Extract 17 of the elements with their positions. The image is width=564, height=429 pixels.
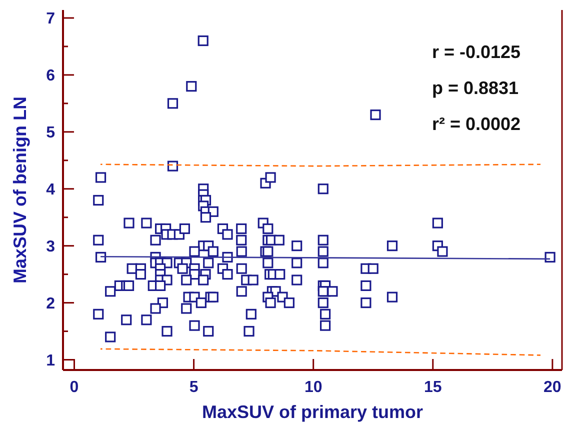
x-tick-label: 5 bbox=[189, 379, 198, 396]
y-tick-label: 1 bbox=[46, 352, 56, 370]
annotation: p = 0.8831 bbox=[432, 78, 519, 98]
y-tick-label: 6 bbox=[46, 68, 56, 85]
x-axis-title: MaxSUV of primary tumor bbox=[202, 402, 424, 422]
x-tick-label: 20 bbox=[544, 379, 562, 396]
y-tick-label: 4 bbox=[46, 181, 56, 198]
x-tick-label: 10 bbox=[304, 379, 322, 396]
x-tick-label: 0 bbox=[70, 379, 79, 396]
y-tick-label: 5 bbox=[46, 124, 56, 142]
y-axis-title: MaxSUV of benign LN bbox=[10, 96, 30, 284]
y-tick-label: 7 bbox=[46, 10, 56, 28]
y-tick-label: 3 bbox=[46, 238, 56, 256]
y-tick-label: 2 bbox=[46, 295, 56, 312]
annotation: r² = 0.0002 bbox=[432, 114, 521, 134]
annotation: r = -0.0125 bbox=[432, 42, 521, 62]
x-tick-label: 15 bbox=[424, 379, 442, 396]
